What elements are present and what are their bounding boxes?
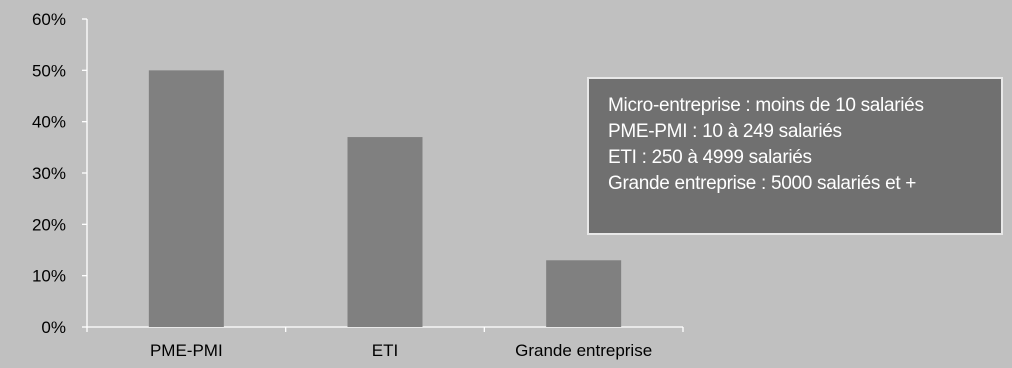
- note-line-eti: ETI : 250 à 4999 salariés: [608, 145, 1001, 171]
- x-tick-label: PME-PMI: [150, 341, 223, 360]
- y-tick-label: 10%: [32, 267, 66, 286]
- bar-eti: [348, 137, 423, 327]
- y-tick-label: 40%: [32, 113, 66, 132]
- bars: [149, 70, 621, 327]
- y-tick-label: 50%: [32, 61, 66, 80]
- y-tick-label: 20%: [32, 215, 66, 234]
- x-axis: PME-PMI ETI Grande entreprise: [87, 327, 683, 360]
- y-tick-label: 0%: [41, 318, 66, 337]
- company-size-note-box: Micro-entreprise : moins de 10 salariés …: [587, 77, 1003, 235]
- x-tick-label: ETI: [372, 341, 398, 360]
- note-line-micro: Micro-entreprise : moins de 10 salariés: [608, 93, 1001, 119]
- x-tick-label: Grande entreprise: [515, 341, 652, 360]
- y-tick-label: 60%: [32, 10, 66, 29]
- bar-pme-pmi: [149, 70, 224, 327]
- y-tick-label: 30%: [32, 164, 66, 183]
- bar-grande-entreprise: [546, 260, 621, 327]
- y-axis: 0% 10% 20% 30% 40% 50% 60%: [32, 10, 87, 337]
- note-line-pme-pmi: PME-PMI : 10 à 249 salariés: [608, 119, 1001, 145]
- note-line-grande-entreprise: Grande entreprise : 5000 salariés et +: [608, 171, 1001, 197]
